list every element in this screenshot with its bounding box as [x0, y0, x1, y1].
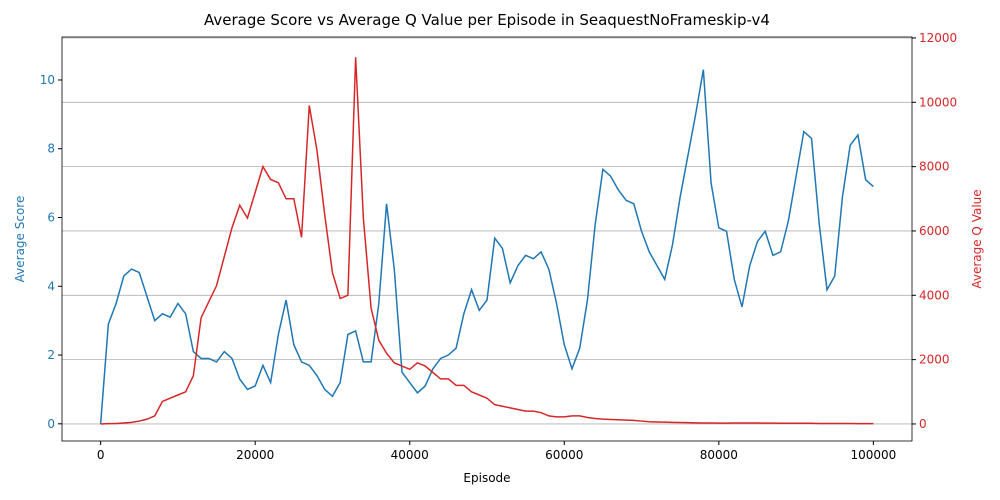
chart-title: Average Score vs Average Q Value per Epi… — [204, 11, 770, 29]
y2-tick-label: 8000 — [919, 160, 950, 174]
y-tick-label: 2 — [47, 348, 55, 362]
x-axis-label: Episode — [463, 471, 510, 485]
x-tick-label: 40000 — [391, 448, 429, 462]
data-line — [99, 69, 874, 424]
y-tick-label: 10 — [40, 73, 55, 87]
y-tick-label: 8 — [47, 142, 55, 156]
y-tick-label: 4 — [47, 279, 55, 293]
x-tick-label: 80000 — [700, 448, 738, 462]
y2-tick-label: 0 — [919, 417, 927, 431]
y2-tick-label: 4000 — [919, 288, 950, 302]
data-line — [100, 57, 874, 425]
y2-tick-label: 12000 — [919, 31, 957, 45]
x-tick-label: 20000 — [236, 448, 274, 462]
x-tick-label: 100000 — [850, 448, 896, 462]
y2-tick-label: 2000 — [919, 353, 950, 367]
y2-tick-label: 10000 — [919, 95, 957, 109]
y2-tick-label: 6000 — [919, 224, 950, 238]
x-tick-label: 60000 — [545, 448, 583, 462]
y-tick-label: 0 — [47, 417, 55, 431]
x-tick-label: 0 — [97, 448, 105, 462]
plot-frame — [61, 36, 913, 442]
y-tick-label: 6 — [47, 211, 55, 225]
y-axis-label: Average Score — [13, 196, 27, 283]
y2-axis-label: Average Q Value — [970, 189, 984, 288]
